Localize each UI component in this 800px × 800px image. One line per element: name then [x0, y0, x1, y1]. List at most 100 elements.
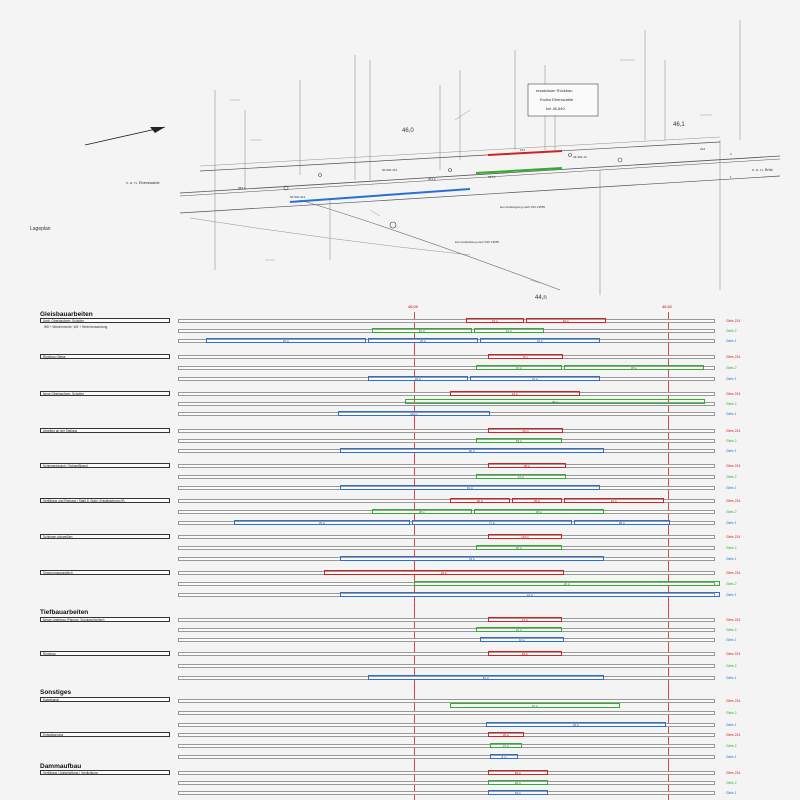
gleis-label-224: Gleis 224 — [726, 571, 741, 575]
replacement-line-3: km 46,640 — [546, 106, 565, 111]
gleis-label-1: Gleis 1 — [726, 339, 737, 343]
work-bar: 50 m — [340, 448, 604, 453]
work-bar: 20 m — [414, 581, 720, 586]
track-row — [178, 475, 715, 479]
track-number-2: 49-392-13 — [573, 155, 587, 159]
track-row — [178, 744, 715, 748]
work-bar: 170 m — [488, 534, 562, 539]
track-row — [178, 664, 715, 668]
task-rueckbau-gleise: Rückbau Gleise — [40, 354, 170, 359]
track-row — [178, 755, 715, 759]
gleis-label-1: Gleis 1 — [726, 412, 737, 416]
work-bar: 26 m — [488, 732, 524, 737]
track-row — [178, 546, 715, 550]
gleis-label-1: Gleis 1 — [726, 486, 737, 490]
track-row — [178, 439, 715, 443]
small-note-2: kein Aufstellweg nach DIN 13555 — [455, 240, 500, 244]
gleis-label-2: Gleis 2 — [726, 510, 737, 514]
work-bar: 46 m — [488, 651, 562, 656]
work-bar: 24 m — [340, 592, 720, 597]
work-bar: 38 m — [564, 365, 704, 370]
section-dammaufbau: Dammaufbau — [40, 763, 82, 770]
gleis-label-224: Gleis 224 — [726, 535, 741, 539]
track-row — [178, 429, 715, 433]
replacement-line-2: Krzbw Eberswalde — [540, 97, 574, 102]
work-bar: 49 m — [488, 790, 548, 795]
task-unterbau: Neuer Unterbau (Planum, Schutzschichten) — [40, 617, 170, 622]
work-bar: 77 m — [412, 520, 572, 525]
track-number-4: 224 — [700, 147, 706, 151]
gleis-label-1: Gleis 1 — [726, 791, 737, 795]
marker-label-2: 46,62 — [662, 304, 673, 309]
marker-label-1: 46,00 — [408, 304, 419, 309]
gleis-label-2: Gleis 2 — [726, 582, 737, 586]
site-plan-drawing — [84, 20, 781, 295]
track-row — [178, 638, 715, 642]
work-bar: 120 m — [338, 411, 490, 416]
section-sonstiges: Sonstiges — [40, 689, 72, 696]
track-row — [178, 319, 715, 323]
mark-value-3: 954,2 — [488, 175, 496, 179]
track-row — [178, 464, 715, 468]
gleis-label-2: Gleis 2 — [726, 546, 737, 550]
work-bar: 38 m — [488, 780, 548, 785]
track-number-6: 2 — [730, 152, 732, 156]
direction-right: v. u. n. Britz — [752, 167, 773, 172]
direction-left: v. u. n. Eberswalde — [126, 180, 160, 185]
task-note: W8 + Weichenende, W4 + Weichenwandung — [44, 325, 108, 329]
mark-value-1: 954,2 — [238, 186, 246, 190]
task-verfuellung-damm: Verfüllung / Aufschüttung / Verdichtung — [40, 770, 170, 775]
track-row — [178, 711, 715, 715]
gleis-label-1: Gleis 1 — [726, 557, 737, 561]
gleis-label-1: Gleis 1 — [726, 449, 737, 453]
work-bar: 56 m — [476, 545, 562, 550]
work-bar: 31 m — [450, 391, 580, 396]
work-bar: 52 m — [372, 328, 472, 333]
work-bar: 33 m — [340, 556, 604, 561]
work-bar: 40 m — [450, 498, 510, 503]
track-number-5: 1 — [730, 175, 732, 179]
task-entwaesserung: Entwässerung — [40, 732, 170, 737]
km-label-3: 44,n — [535, 295, 547, 301]
work-bar: 10 m — [450, 703, 620, 708]
track-number-1: 60-500-312 — [382, 168, 398, 172]
work-bar: 15 m — [480, 338, 600, 343]
gleis-label-1: Gleis 1 — [726, 638, 737, 642]
gleis-label-2: Gleis 2 — [726, 781, 737, 785]
work-bar: 26 m — [368, 338, 478, 343]
gleis-label-224: Gleis 224 — [726, 355, 741, 359]
work-bar: 15 m — [490, 743, 522, 748]
gleis-label-224: Gleis 224 — [726, 319, 741, 323]
work-bar: 38 m — [405, 399, 705, 404]
work-bar: 33 m — [470, 376, 600, 381]
gleis-label-224: Gleis 224 — [726, 499, 741, 503]
mark-value-4: 101 — [520, 148, 526, 152]
task-stellung: Arbeiten an der Stellung — [40, 428, 170, 433]
km-marker-line-2 — [668, 312, 669, 800]
work-bar: 53 m — [476, 438, 562, 443]
gleis-label-2: Gleis 2 — [726, 628, 737, 632]
gleis-label-2: Gleis 2 — [726, 664, 737, 668]
km-label-2: 46,1 — [673, 122, 685, 128]
work-bar: 53 m — [488, 428, 563, 433]
gleis-label-224: Gleis 224 — [726, 699, 741, 703]
track-row — [178, 699, 715, 703]
small-note-1: kein Aufsteigweg nach DIN 13555 — [500, 205, 546, 209]
track-row — [178, 771, 715, 775]
track-row — [178, 392, 715, 396]
work-bar: 8 m — [488, 354, 563, 359]
work-bar: 46 m — [526, 318, 606, 323]
work-bar: 10 m — [474, 328, 544, 333]
work-bar: 22 m — [564, 498, 664, 503]
task-spannungsausgleich: Spannungsausgleich — [40, 570, 170, 575]
work-bar: 25 m — [512, 498, 562, 503]
gleis-label-1: Gleis 1 — [726, 521, 737, 525]
work-bar: 48 m — [474, 509, 604, 514]
gleis-label-2: Gleis 2 — [726, 329, 737, 333]
km-label-1: 46,0 — [402, 128, 414, 134]
work-bar: 17 m — [488, 617, 562, 622]
track-row — [178, 499, 715, 503]
gleis-label-224: Gleis 224 — [726, 429, 741, 433]
work-bar: 27 m — [476, 474, 566, 479]
track-row — [178, 781, 715, 785]
